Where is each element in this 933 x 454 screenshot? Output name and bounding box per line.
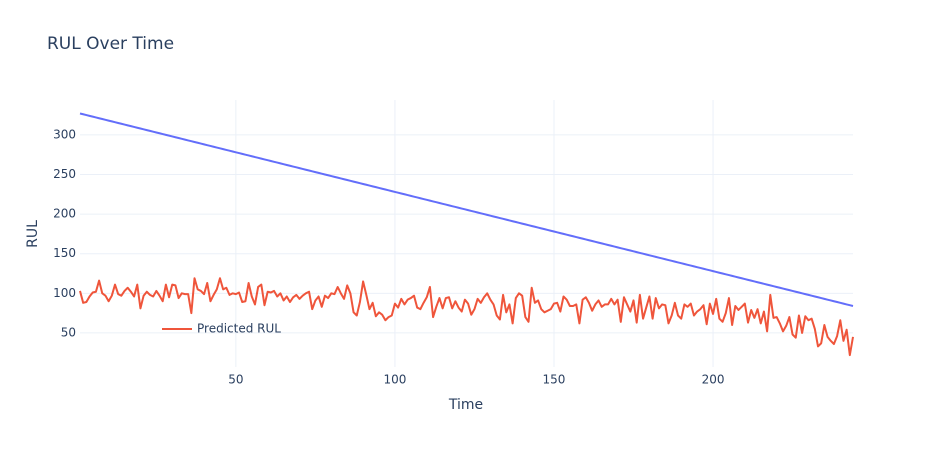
y-tick-label: 100 bbox=[53, 286, 76, 300]
x-axis-label: Time bbox=[448, 397, 483, 413]
y-axis-label: RUL bbox=[25, 220, 41, 248]
y-tick-label: 50 bbox=[61, 325, 76, 339]
y-tick-label: 300 bbox=[53, 127, 76, 141]
y-tick-label: 200 bbox=[53, 207, 76, 221]
chart-title: RUL Over Time bbox=[47, 34, 174, 54]
legend-label: Predicted RUL bbox=[197, 322, 281, 336]
x-tick-label: 50 bbox=[228, 373, 243, 387]
y-tick-label: 250 bbox=[53, 167, 76, 181]
series-line bbox=[79, 277, 854, 357]
x-tick-label: 150 bbox=[543, 373, 566, 387]
series-line bbox=[79, 112, 854, 307]
y-tick-label: 150 bbox=[53, 246, 76, 260]
x-tick-label: 200 bbox=[702, 373, 725, 387]
x-tick-label: 100 bbox=[383, 373, 406, 387]
